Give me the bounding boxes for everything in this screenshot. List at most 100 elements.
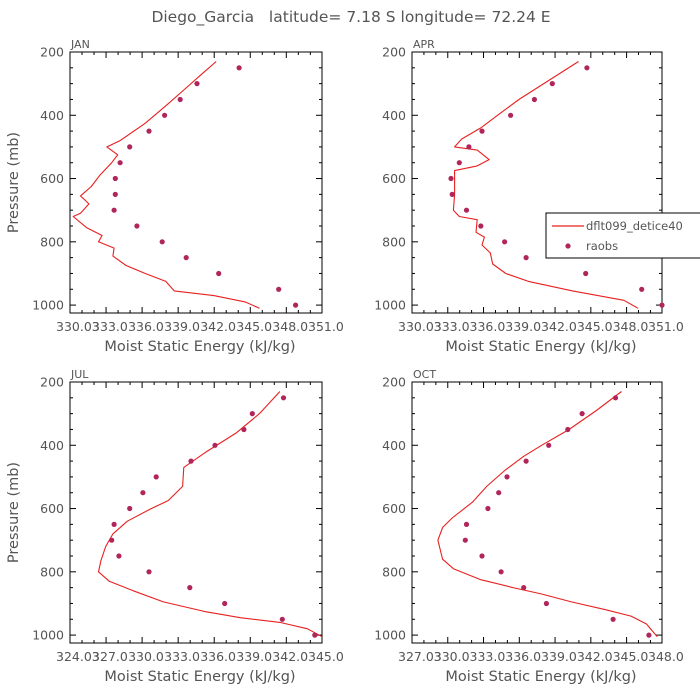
legend-model-label: dflt099_detice40 bbox=[586, 219, 683, 233]
raobs-point bbox=[485, 505, 491, 512]
plot-frame bbox=[411, 381, 663, 644]
x-tick-label: 345.0 bbox=[308, 649, 344, 664]
y-tick-label: 1000 bbox=[374, 298, 406, 313]
panel-label: OCT bbox=[413, 368, 436, 381]
x-tick-label: 333.0 bbox=[434, 319, 470, 334]
raobs-point bbox=[521, 585, 527, 591]
x-tick-label: 342.0 bbox=[577, 649, 613, 664]
x-tick-label: 339.0 bbox=[164, 319, 200, 334]
raobs-point bbox=[456, 160, 462, 166]
x-tick-label: 330.03 bbox=[56, 319, 100, 334]
x-tick-label: 327.0 bbox=[92, 649, 128, 664]
model-series-line bbox=[437, 391, 658, 638]
raobs-point bbox=[584, 65, 590, 71]
raobs-point bbox=[496, 490, 502, 496]
x-tick-label: 327.03 bbox=[398, 649, 442, 664]
x-tick-label: 348.0 bbox=[648, 649, 684, 664]
raobs-point bbox=[498, 569, 504, 575]
raobs-point bbox=[466, 144, 472, 150]
raobs-point bbox=[504, 474, 510, 480]
raobs-point bbox=[177, 96, 183, 103]
raobs-point bbox=[508, 112, 514, 118]
raobs-point bbox=[280, 395, 287, 401]
x-tick-label: 345.0 bbox=[613, 649, 649, 664]
y-tick-label: 200 bbox=[40, 45, 64, 60]
plot-frame bbox=[69, 381, 323, 644]
raobs-point bbox=[146, 128, 152, 134]
raobs-point bbox=[187, 585, 193, 591]
raobs-point bbox=[127, 505, 133, 512]
raobs-point bbox=[478, 223, 484, 229]
raobs-point bbox=[241, 426, 247, 433]
y-tick-label: 600 bbox=[382, 501, 406, 516]
raobs-point bbox=[610, 616, 616, 622]
legend-dot-swatch bbox=[565, 243, 571, 249]
x-tick-label: 324.03 bbox=[56, 649, 100, 664]
raobs-point bbox=[612, 395, 619, 401]
raobs-point bbox=[276, 286, 282, 292]
raobs-point bbox=[216, 270, 222, 277]
x-tick-label: 330.03 bbox=[398, 319, 442, 334]
x-tick-label: 342.0 bbox=[541, 319, 577, 334]
raobs-point bbox=[194, 81, 200, 87]
y-tick-label: 400 bbox=[382, 108, 406, 123]
raobs-point bbox=[462, 537, 468, 543]
raobs-point bbox=[188, 458, 194, 464]
raobs-point bbox=[463, 207, 470, 213]
x-tick-label: 342.0 bbox=[200, 319, 236, 334]
x-tick-label: 348.0 bbox=[613, 319, 649, 334]
raobs-point bbox=[639, 286, 645, 292]
raobs-point bbox=[127, 144, 133, 150]
raobs-point bbox=[531, 96, 538, 103]
raobs-point bbox=[579, 411, 585, 417]
x-tick-label: 342.0 bbox=[272, 649, 308, 664]
raobs-point bbox=[134, 223, 140, 229]
raobs-point bbox=[523, 255, 529, 261]
y-tick-label: 400 bbox=[40, 438, 64, 453]
raobs-point bbox=[279, 616, 285, 622]
y-tick-label: 400 bbox=[382, 438, 406, 453]
panel-label: APR bbox=[413, 38, 435, 51]
raobs-point bbox=[479, 128, 485, 134]
raobs-point bbox=[112, 191, 118, 197]
raobs-point bbox=[479, 553, 485, 559]
raobs-point bbox=[153, 474, 159, 480]
x-axis-label: Moist Static Energy (kJ/kg) bbox=[104, 339, 295, 355]
x-tick-label: 333.0 bbox=[470, 649, 506, 664]
raobs-point bbox=[463, 521, 470, 528]
raobs-point bbox=[212, 442, 218, 448]
x-tick-label: 336.0 bbox=[505, 649, 541, 664]
y-axis-label: Pressure (mb) bbox=[6, 132, 22, 233]
raobs-point bbox=[502, 239, 508, 245]
raobs-point bbox=[159, 239, 165, 245]
x-axis-label: Moist Static Energy (kJ/kg) bbox=[445, 669, 636, 685]
y-tick-label: 400 bbox=[40, 108, 64, 123]
plot-frame bbox=[69, 51, 323, 314]
x-axis-label: Moist Static Energy (kJ/kg) bbox=[104, 669, 295, 685]
legend-box bbox=[545, 212, 700, 259]
y-tick-label: 200 bbox=[382, 375, 406, 390]
y-tick-label: 800 bbox=[382, 234, 406, 249]
y-tick-label: 600 bbox=[40, 501, 64, 516]
x-tick-label: 351.0 bbox=[308, 319, 344, 334]
raobs-point bbox=[523, 458, 529, 464]
model-series-line bbox=[97, 391, 323, 638]
y-tick-label: 800 bbox=[382, 564, 406, 579]
y-tick-label: 1000 bbox=[32, 298, 64, 313]
x-tick-label: 348.0 bbox=[272, 319, 308, 334]
raobs-point bbox=[117, 160, 123, 166]
plot-frame bbox=[411, 51, 663, 314]
raobs-point bbox=[583, 270, 589, 277]
raobs-point bbox=[549, 81, 555, 87]
raobs-point bbox=[140, 490, 146, 496]
raobs-point bbox=[449, 191, 455, 197]
raobs-point bbox=[112, 175, 118, 182]
raobs-point bbox=[312, 632, 318, 638]
x-tick-label: 336.0 bbox=[470, 319, 506, 334]
y-axis-label: Pressure (mb) bbox=[6, 462, 22, 563]
